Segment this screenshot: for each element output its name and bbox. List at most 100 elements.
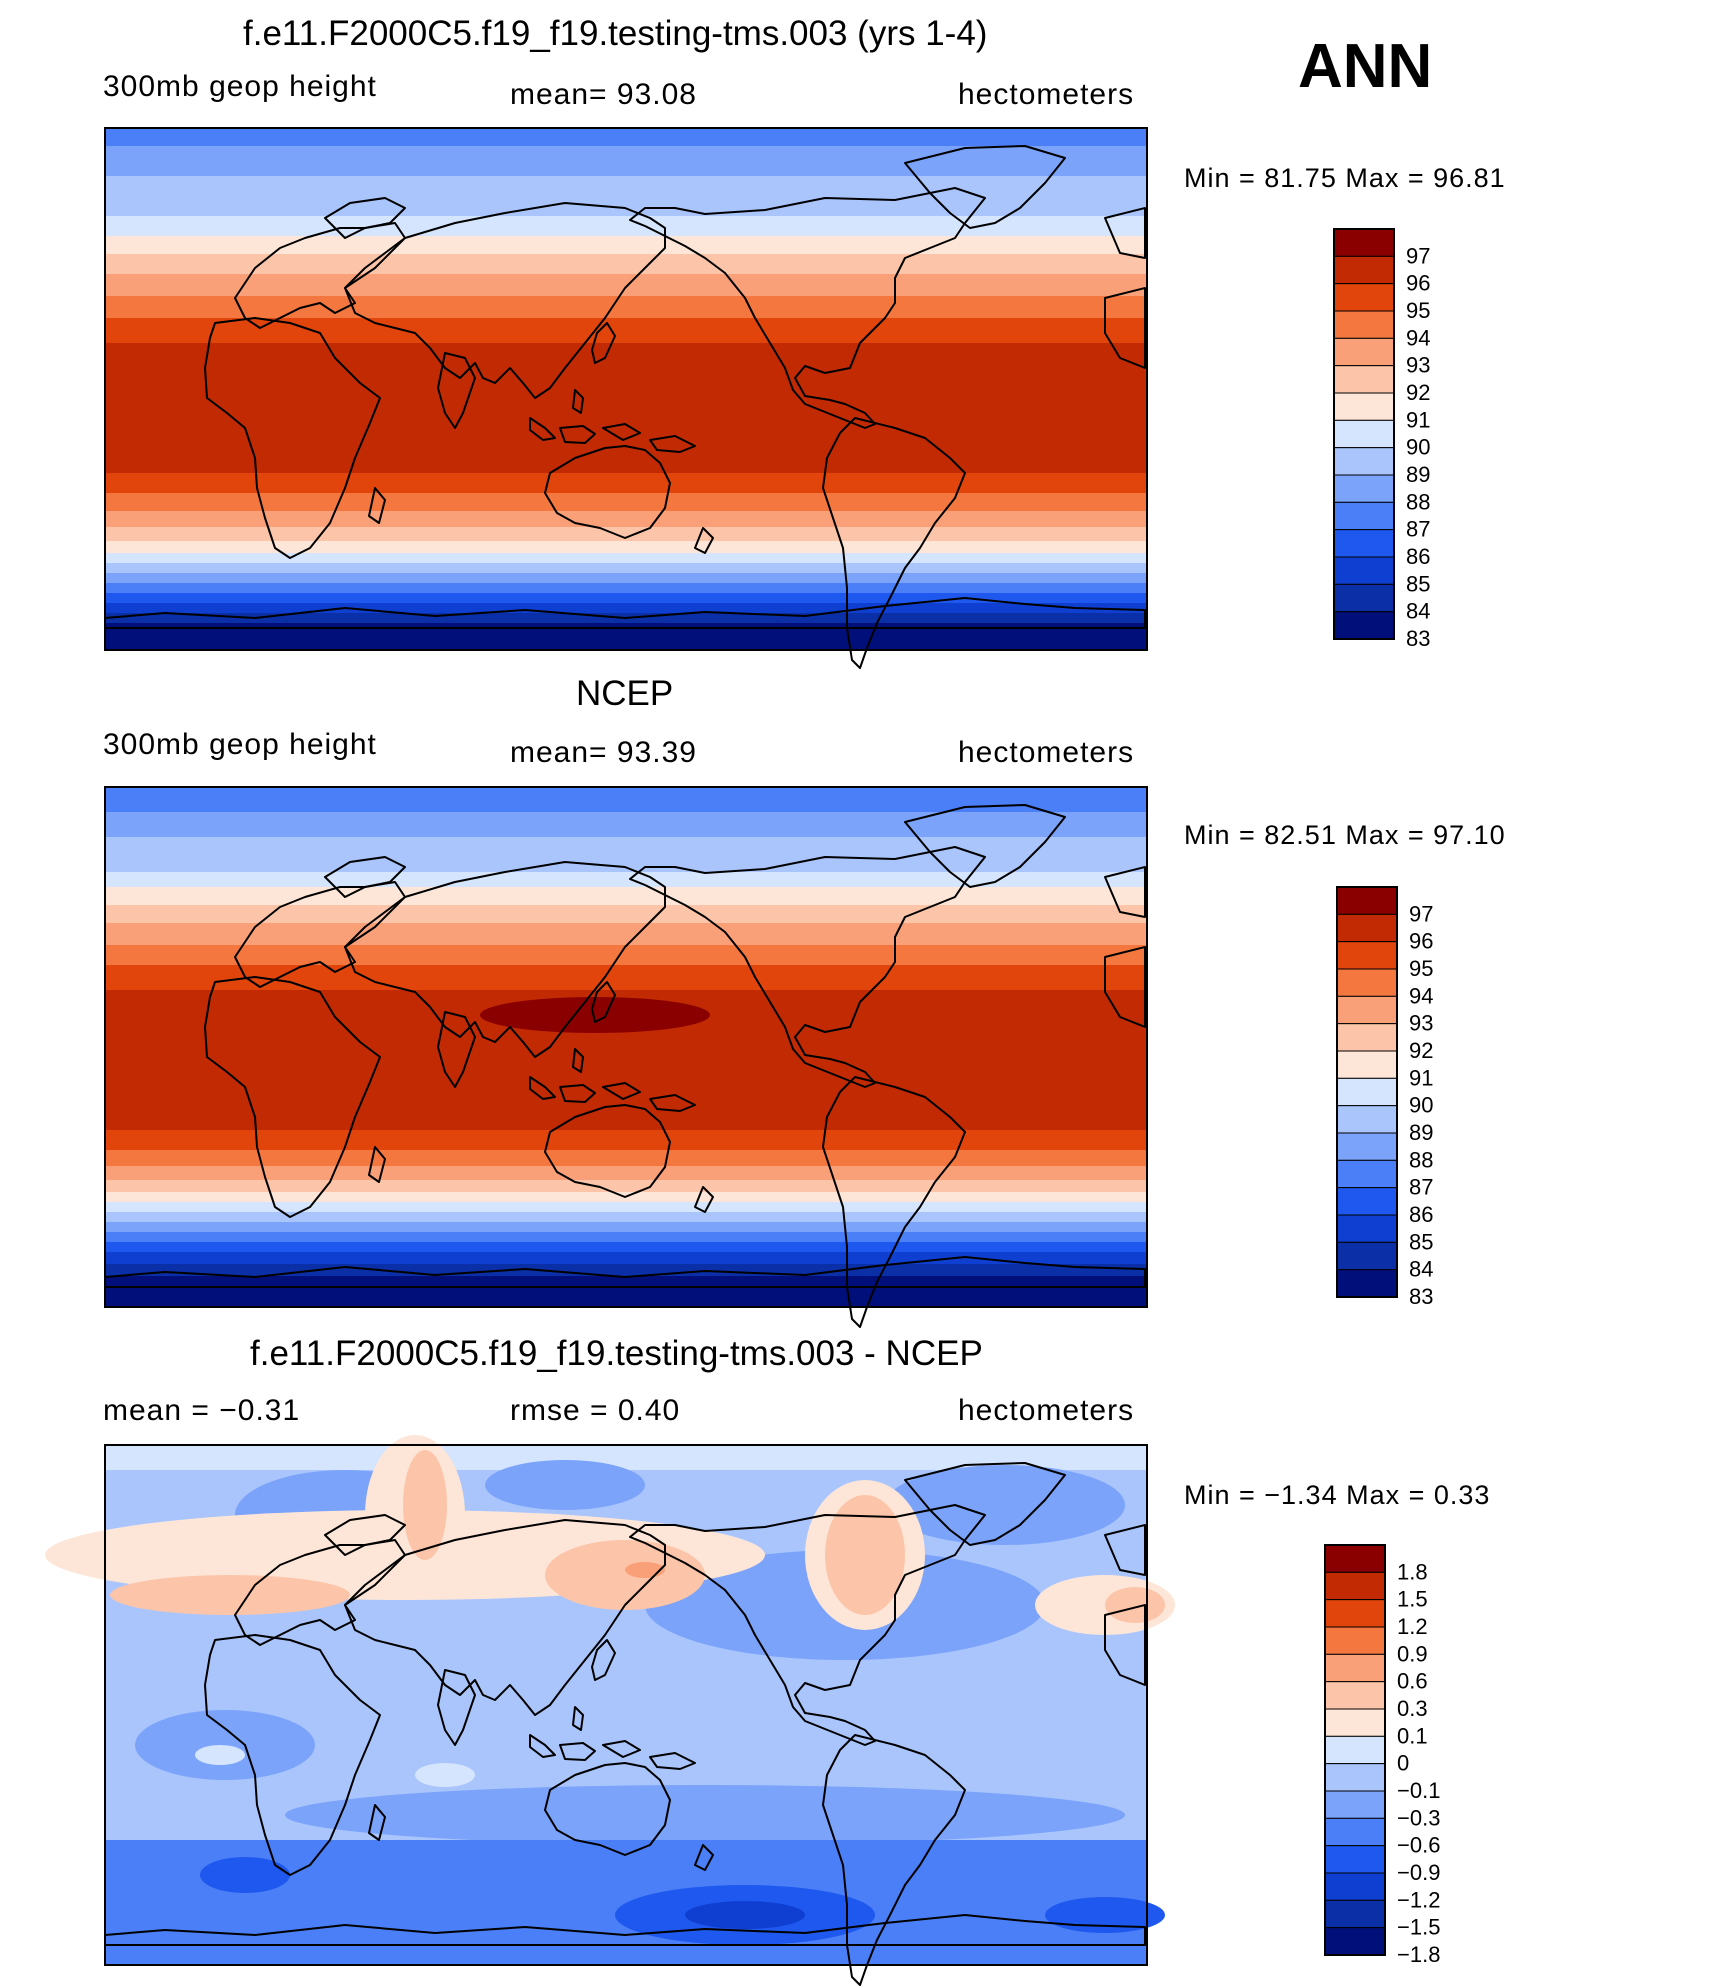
colorbar-swatch (1336, 995, 1398, 1025)
colorbar-swatch (1324, 1927, 1386, 1956)
panel-1-units: hectometers (958, 78, 1135, 111)
panel-2-variable: 300mb geop height (103, 728, 377, 761)
colorbar-tick-label: 96 (1406, 271, 1430, 296)
panel-1-minmax: Min = 81.75 Max = 96.81 (1184, 163, 1506, 193)
colorbar-tick-label: −0.6 (1397, 1833, 1440, 1858)
colorbar-tick-label: 89 (1409, 1120, 1433, 1145)
colorbar-swatch (1324, 1899, 1386, 1929)
colorbar-swatch (1333, 501, 1395, 531)
panel-1-title: f.e11.F2000C5.f19_f19.testing-tms.003 (y… (243, 14, 988, 53)
colorbar-swatch (1333, 365, 1395, 394)
colorbar-tick-label: 94 (1409, 983, 1433, 1008)
colorbar-tick-label: 85 (1406, 571, 1430, 596)
panel-2-title: NCEP (576, 674, 674, 713)
colorbar-swatch (1333, 419, 1395, 449)
colorbar-tick-label: −0.3 (1397, 1805, 1440, 1830)
panel-1-variable: 300mb geop height (103, 70, 377, 103)
colorbar-swatch (1324, 1790, 1386, 1819)
panel-1-mean: mean= 93.08 (510, 78, 697, 111)
colorbar-tick-label: 94 (1406, 325, 1430, 350)
colorbar-swatch (1336, 941, 1398, 970)
colorbar-swatch (1336, 968, 1398, 997)
panel-3-mean: mean = −0.31 (103, 1394, 301, 1427)
colorbar-swatch (1333, 392, 1395, 421)
colorbar-swatch (1336, 1132, 1398, 1161)
colorbar-tick-label: 95 (1406, 298, 1430, 323)
colorbar-tick-label: 0.1 (1397, 1723, 1428, 1748)
season-label: ANN (1298, 32, 1433, 101)
colorbar-swatch (1336, 1241, 1398, 1271)
colorbar-tick-label: 91 (1409, 1065, 1433, 1090)
colorbar-tick-label: 90 (1406, 435, 1430, 460)
colorbar-tick-label: 93 (1409, 1011, 1433, 1036)
colorbar-tick-label: −1.2 (1397, 1887, 1440, 1912)
colorbar-tick-label: 97 (1409, 901, 1433, 926)
colorbar-tick-label: 1.8 (1397, 1559, 1428, 1584)
colorbar-swatch (1336, 1050, 1398, 1079)
colorbar-tick-label: 0.9 (1397, 1641, 1428, 1666)
colorbar-swatch (1333, 310, 1395, 339)
panel-2-units: hectometers (958, 736, 1135, 769)
colorbar-swatch (1336, 1077, 1398, 1107)
panel-2-map (104, 786, 1148, 1328)
colorbar-tick-label: 84 (1409, 1257, 1433, 1282)
panel-3-minmax: Min = −1.34 Max = 0.33 (1184, 1480, 1491, 1510)
colorbar-tick-label: 86 (1406, 544, 1430, 569)
panel-1-map (104, 127, 1148, 669)
colorbar-swatch (1336, 913, 1398, 943)
colorbar-swatch (1336, 1214, 1398, 1243)
panel-3-units: hectometers (958, 1394, 1135, 1427)
colorbar-swatch (1336, 1105, 1398, 1134)
colorbar-swatch (1324, 1708, 1386, 1737)
colorbar-swatch (1336, 886, 1398, 915)
colorbar-tick-label: 87 (1409, 1175, 1433, 1200)
colorbar-tick-label: −1.8 (1397, 1942, 1440, 1967)
colorbar-swatch (1333, 583, 1395, 613)
panel-3-map (45, 1435, 1175, 1986)
colorbar-swatch (1324, 1845, 1386, 1874)
colorbar-swatch (1324, 1817, 1386, 1847)
colorbar-tick-label: 92 (1406, 380, 1430, 405)
panel-3-rmse: rmse = 0.40 (510, 1394, 681, 1427)
colorbar-swatch (1324, 1763, 1386, 1792)
colorbar-swatch (1333, 337, 1395, 367)
colorbar-swatch (1324, 1571, 1386, 1601)
colorbar-swatch (1324, 1735, 1386, 1765)
colorbar-swatch (1336, 1159, 1398, 1189)
colorbar-outline (1324, 1544, 1386, 1956)
colorbar-tick-label: 88 (1406, 489, 1430, 514)
colorbar-swatch (1333, 474, 1395, 503)
colorbar-tick-label: 92 (1409, 1038, 1433, 1063)
colorbar-swatch (1336, 1023, 1398, 1052)
colorbar-tick-label: 95 (1409, 956, 1433, 981)
colorbar-swatch (1333, 556, 1395, 585)
panel-2-minmax: Min = 82.51 Max = 97.10 (1184, 820, 1506, 850)
colorbar-tick-label: −0.1 (1397, 1778, 1440, 1803)
colorbar-outline (1336, 886, 1398, 1298)
colorbar-tick-label: 87 (1406, 517, 1430, 542)
colorbar-swatch (1333, 283, 1395, 312)
colorbar-swatch (1324, 1681, 1386, 1710)
colorbar-swatch (1333, 255, 1395, 285)
colorbar-tick-label: 0.3 (1397, 1696, 1428, 1721)
colorbar-tick-label: 86 (1409, 1202, 1433, 1227)
colorbar-tick-label: 91 (1406, 407, 1430, 432)
colorbar-tick-label: 97 (1406, 243, 1430, 268)
colorbar-tick-label: 88 (1409, 1147, 1433, 1172)
panel-3-title: f.e11.F2000C5.f19_f19.testing-tms.003 - … (250, 1334, 983, 1373)
colorbar-tick-label: 84 (1406, 599, 1430, 624)
colorbar-tick-label: 93 (1406, 353, 1430, 378)
colorbar-tick-label: 1.2 (1397, 1614, 1428, 1639)
colorbar-swatch (1324, 1626, 1386, 1655)
colorbar-tick-label: 83 (1406, 626, 1430, 651)
colorbar-tick-label: 90 (1409, 1093, 1433, 1118)
colorbar-tick-label: 0 (1397, 1751, 1409, 1776)
colorbar-swatch (1336, 1269, 1398, 1298)
colorbar-swatch (1333, 228, 1395, 257)
colorbar-tick-label: 85 (1409, 1229, 1433, 1254)
colorbar-swatch (1333, 529, 1395, 558)
colorbar-swatch (1336, 1187, 1398, 1216)
colorbar-swatch (1333, 447, 1395, 476)
